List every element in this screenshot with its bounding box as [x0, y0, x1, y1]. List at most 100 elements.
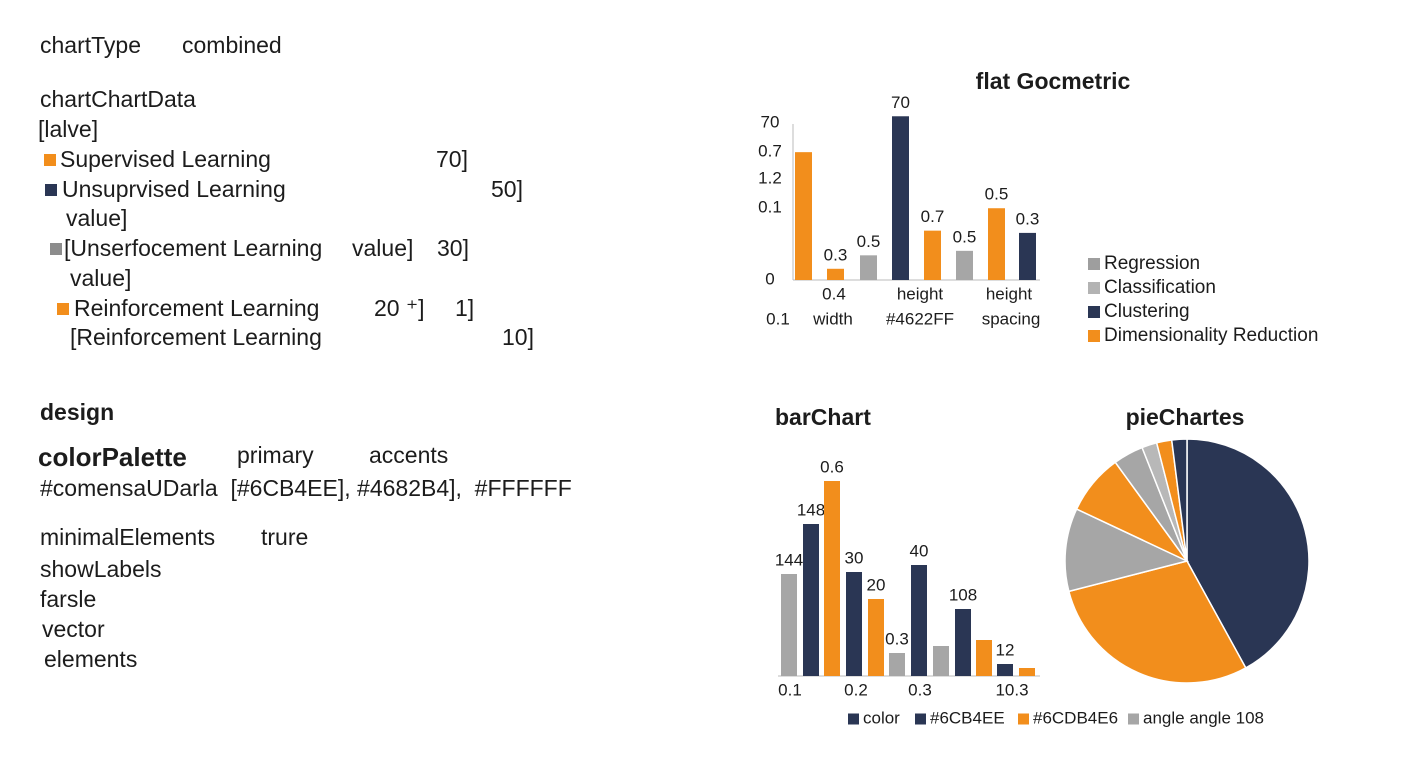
bar	[988, 208, 1005, 280]
text: Supervised Learning	[60, 146, 271, 172]
text: showLabels	[40, 556, 162, 582]
x-tick-label: 10.3	[995, 680, 1028, 699]
bar	[889, 653, 905, 676]
x-tick-label: 0.1	[766, 309, 790, 328]
legend-swatch	[45, 184, 57, 196]
text: 50]	[491, 176, 523, 202]
data-label: 12	[996, 640, 1015, 659]
x-tick-label: 0.3	[908, 680, 932, 699]
text: [Unserfocement Learning	[64, 235, 323, 261]
pie-slice	[1067, 560, 1247, 684]
legend-swatch	[848, 713, 859, 725]
chart-title: flat Gocmetric	[976, 68, 1131, 94]
text: chartChartData	[40, 86, 196, 112]
data-label: 0.3	[824, 245, 848, 264]
text: value]	[352, 235, 414, 261]
legend-label: color	[863, 708, 900, 727]
x-tick-label: spacing	[982, 309, 1041, 328]
pie-slice	[1170, 438, 1188, 562]
bar	[911, 565, 927, 676]
chart-title: barChart	[775, 404, 871, 430]
legend-label: #6CDB4E6	[1033, 708, 1118, 727]
bar	[933, 646, 949, 676]
text: colorPalette	[38, 442, 187, 472]
legend-swatch	[57, 303, 69, 315]
text: vector	[42, 616, 105, 642]
bar	[795, 152, 812, 280]
data-label: 0.3	[885, 629, 909, 648]
data-label: 0.7	[921, 207, 945, 226]
text: accents	[369, 442, 449, 468]
data-label: 70	[891, 93, 910, 112]
legend-label: angle angle 108	[1143, 708, 1264, 727]
bar	[827, 268, 844, 280]
text: Reinforcement Learning	[74, 295, 320, 321]
data-label: 0.5	[953, 227, 977, 246]
data-label: 148	[797, 500, 825, 519]
bar	[924, 230, 941, 280]
x-tick-label: 0.1	[778, 680, 802, 699]
text: 10]	[502, 324, 534, 350]
legend-swatch	[1018, 713, 1029, 725]
bar	[781, 574, 797, 676]
text: primary	[237, 442, 314, 468]
y-tick-label: 0	[765, 269, 774, 288]
x-tick-label: #4622FF	[886, 309, 954, 328]
y-tick-label: 1.2	[758, 169, 782, 188]
legend-swatch	[1128, 713, 1139, 725]
legend-label: Classification	[1104, 277, 1216, 298]
legend-swatch	[1088, 306, 1100, 318]
bar	[803, 524, 819, 676]
x-tick-label: 0.2	[844, 680, 868, 699]
legend-swatch	[1088, 282, 1100, 294]
x-tick-label: height	[986, 284, 1033, 303]
text: #comensaUDarla [#6CB4EE], #4682B4], #FFF…	[40, 475, 572, 501]
text: 1]	[455, 295, 475, 321]
y-tick-label: 0.7	[758, 142, 782, 161]
data-label: 144	[775, 550, 803, 569]
text: farsle	[40, 586, 97, 612]
text: minimalElements	[40, 524, 216, 550]
data-label: 0.3	[1016, 209, 1040, 228]
bar	[976, 640, 992, 676]
data-label: 30	[845, 548, 864, 567]
text: chartType	[40, 32, 141, 58]
data-label: 108	[949, 585, 977, 604]
legend-label: Dimensionality Reduction	[1104, 325, 1318, 346]
bar	[955, 609, 971, 676]
text: 20 ⁺]	[374, 295, 425, 321]
bar	[846, 572, 862, 676]
x-tick-label: height	[897, 284, 944, 303]
data-label: 0.5	[985, 185, 1009, 204]
text: trure	[261, 524, 309, 550]
bar	[956, 250, 973, 280]
legend-label: Clustering	[1104, 301, 1190, 322]
text: [lalve]	[38, 116, 99, 142]
pie-slice	[1186, 438, 1310, 669]
data-label: 20	[867, 575, 886, 594]
bar	[868, 599, 884, 676]
y-tick-label: 70	[761, 112, 780, 131]
data-label: 0.5	[857, 232, 881, 251]
text: combined	[182, 32, 282, 58]
legend-label: Regression	[1104, 253, 1200, 274]
data-label: 0.6	[820, 457, 844, 476]
text: 30]	[437, 235, 469, 261]
legend-swatch	[1088, 330, 1100, 342]
legend-swatch	[1088, 258, 1100, 270]
data-label: 40	[910, 541, 929, 560]
x-tick-label: 0.4	[822, 284, 846, 303]
text: elements	[44, 646, 138, 672]
text: [Reinforcement Learning	[70, 324, 322, 350]
bar	[860, 255, 877, 280]
chart-title: pieChartes	[1126, 404, 1245, 430]
bar	[1019, 232, 1036, 280]
x-tick-label: width	[812, 309, 853, 328]
text: value]	[70, 265, 132, 291]
bar	[824, 481, 840, 676]
bar	[997, 664, 1013, 676]
pie-slice	[1064, 508, 1190, 593]
text: 70]	[436, 146, 468, 172]
